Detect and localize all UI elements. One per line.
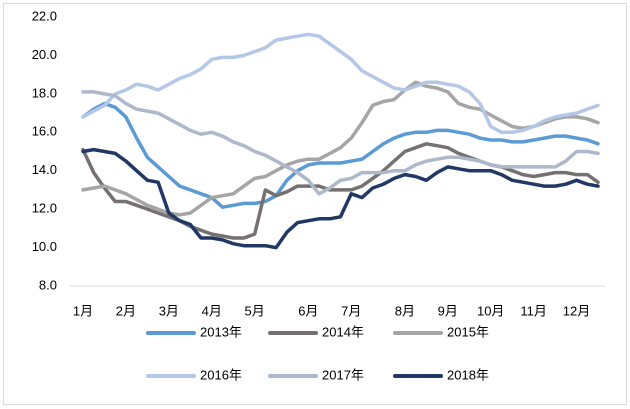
x-tick-label: 8月 [395, 303, 415, 318]
legend-label: 2013年 [200, 324, 242, 339]
y-tick-label: 18.0 [32, 85, 57, 100]
x-tick-label: 6月 [298, 303, 318, 318]
legend-label: 2016年 [200, 367, 242, 382]
y-tick-label: 22.0 [32, 8, 57, 23]
x-tick-label: 3月 [159, 303, 179, 318]
legend-label: 2014年 [322, 324, 364, 339]
legend-label: 2015年 [447, 324, 489, 339]
legend-label: 2017年 [322, 367, 364, 382]
series-line [81, 90, 600, 196]
y-tick-label: 14.0 [32, 162, 57, 177]
x-tick-label: 7月 [341, 303, 361, 318]
x-tick-label: 10月 [477, 303, 504, 318]
y-tick-label: 20.0 [32, 47, 57, 62]
series-line [81, 142, 600, 240]
x-tick-label: 1月 [73, 303, 93, 318]
y-tick-label: 12.0 [32, 201, 57, 216]
x-tick-label: 9月 [438, 303, 458, 318]
chart-border [3, 3, 627, 405]
x-tick-label: 4月 [202, 303, 222, 318]
legend-label: 2018年 [447, 367, 489, 382]
series-line [81, 32, 600, 135]
y-tick-label: 16.0 [32, 124, 57, 139]
x-tick-label: 5月 [245, 303, 265, 318]
x-tick-label: 11月 [520, 303, 547, 318]
series-line [81, 101, 600, 209]
x-tick-label: 12月 [563, 303, 590, 318]
y-tick-label: 10.0 [32, 239, 57, 254]
series-line [81, 147, 600, 250]
x-tick-label: 2月 [116, 303, 136, 318]
y-tick-label: 8.0 [39, 277, 57, 292]
